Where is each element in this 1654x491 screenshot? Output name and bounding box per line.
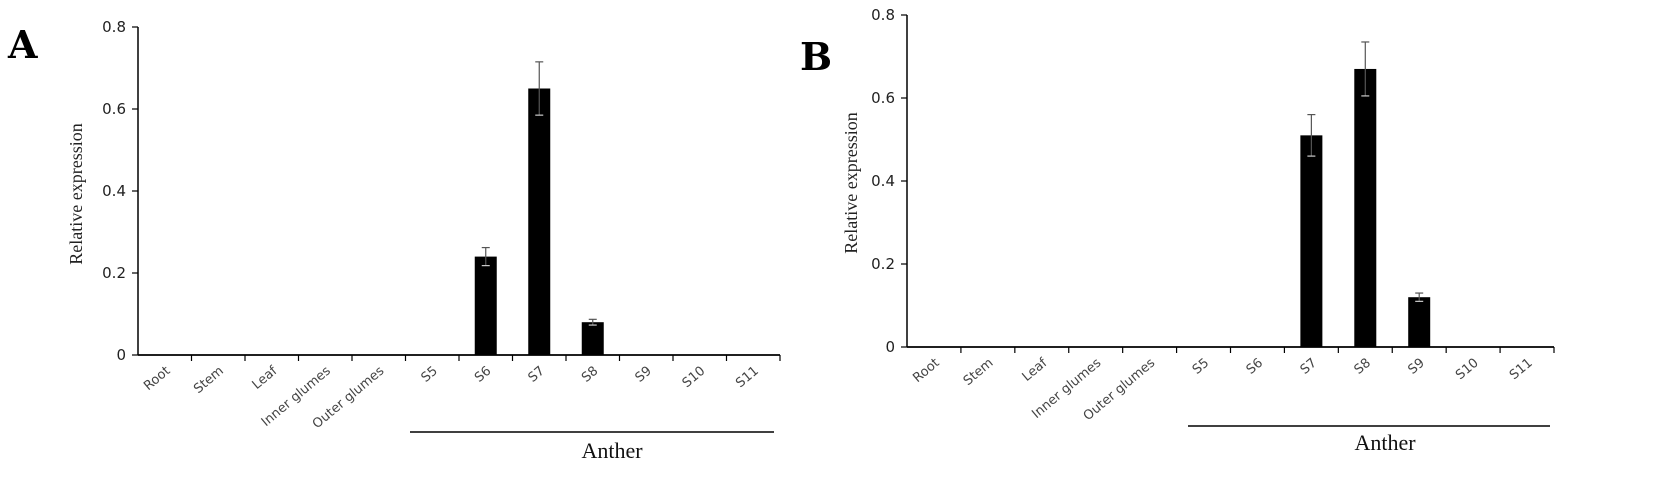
bar-a-s7 bbox=[528, 88, 551, 355]
y-tick-label-b: 0.2 bbox=[871, 255, 895, 273]
y-tick-label-b: 0.8 bbox=[871, 6, 895, 24]
bar-b-s8 bbox=[1354, 68, 1377, 347]
panel-letter-a: A bbox=[7, 22, 38, 67]
x-tick-label-a: Leaf bbox=[250, 363, 281, 392]
y-ticks-a: 0 0.2 0.4 0.6 0.8 bbox=[102, 18, 138, 364]
x-tick-label-a: Stem bbox=[191, 364, 227, 397]
bars-a bbox=[474, 61, 604, 355]
x-tick-label-b: S9 bbox=[1405, 356, 1427, 378]
x-tick-label-b: S11 bbox=[1507, 356, 1536, 383]
panel-a: A Relative expression 0 0.2 0.4 0.6 0.8 Root… bbox=[7, 18, 781, 463]
y-tick-label-b: 0 bbox=[885, 338, 895, 356]
y-tick-label-a: 0.2 bbox=[102, 264, 126, 282]
y-tick-label-a: 0.4 bbox=[102, 182, 126, 200]
x-tick-label-a: S5 bbox=[419, 364, 441, 386]
x-tick-label-b: S6 bbox=[1244, 356, 1266, 378]
bar-a-s6 bbox=[474, 256, 497, 355]
x-tick-label-a: S8 bbox=[579, 364, 601, 386]
anther-label-a: Anther bbox=[581, 438, 643, 463]
anther-label-b: Anther bbox=[1354, 430, 1416, 455]
x-tick-label-a: S10 bbox=[680, 364, 709, 391]
y-tick-label-a: 0.8 bbox=[102, 18, 126, 36]
x-tick-label-b: S7 bbox=[1298, 356, 1320, 378]
bar-b-s7 bbox=[1300, 135, 1323, 347]
x-tick-label-a: S6 bbox=[472, 364, 494, 386]
x-tick-label-a: S7 bbox=[526, 364, 548, 386]
bar-b-s9 bbox=[1408, 297, 1431, 347]
bar-a-s8 bbox=[581, 322, 604, 355]
bars-b bbox=[1300, 41, 1431, 347]
y-tick-label-a: 0.6 bbox=[102, 100, 126, 118]
x-tick-label-a: Root bbox=[141, 364, 173, 394]
x-tick-label-b: S8 bbox=[1352, 356, 1374, 378]
y-tick-label-a: 0 bbox=[116, 346, 126, 364]
x-tick-label-b: Stem bbox=[961, 356, 997, 389]
y-ticks-b: 0 0.2 0.4 0.6 0.8 bbox=[871, 6, 907, 356]
panel-letter-b: B bbox=[800, 34, 832, 79]
panel-b: B Relative expression 0 0.2 0.4 0.6 0.8 Root… bbox=[800, 6, 1555, 455]
x-tick-label-a: S11 bbox=[733, 364, 762, 391]
y-tick-label-b: 0.4 bbox=[871, 172, 895, 190]
x-tick-label-b: S10 bbox=[1453, 356, 1482, 383]
y-tick-label-b: 0.6 bbox=[871, 89, 895, 107]
y-axis-label-a: Relative expression bbox=[66, 123, 86, 264]
y-axis-label-b: Relative expression bbox=[841, 112, 861, 253]
x-tick-label-b: S5 bbox=[1190, 356, 1212, 378]
x-tick-label-b: Leaf bbox=[1020, 355, 1051, 384]
x-tick-label-a: S9 bbox=[633, 364, 655, 386]
x-tick-label-b: Root bbox=[910, 356, 942, 386]
